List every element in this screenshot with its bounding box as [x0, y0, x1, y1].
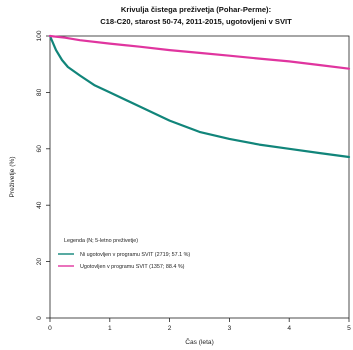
- y-tick-label: 60: [36, 145, 43, 153]
- x-tick-label: 3: [228, 325, 232, 332]
- x-tick-label: 4: [287, 325, 291, 332]
- legend-label-screened: Ugotovljen v programu SVIT (1357; 88.4 %…: [80, 264, 185, 270]
- series-line-screened: [48, 34, 351, 70]
- y-axis: 0 20 40 60 80 100: [36, 30, 50, 320]
- y-tick-label: 0: [36, 316, 43, 320]
- x-tick-label: 5: [347, 325, 351, 332]
- series-layer: [48, 34, 351, 159]
- chart-title-line-2: C18-C20, starost 50-74, 2011-2015, ugoto…: [100, 17, 292, 26]
- x-tick-label: 1: [108, 325, 112, 332]
- plot-area: [49, 35, 350, 319]
- y-tick-label: 20: [36, 258, 43, 266]
- x-tick-label: 2: [168, 325, 172, 332]
- y-axis-label: Preživetje (%): [9, 156, 16, 197]
- y-tick-label: 100: [36, 30, 43, 41]
- y-tick-label: 40: [36, 201, 43, 209]
- chart-title-line-1: Krivulja čistega preživetja (Pohar-Perme…: [121, 5, 271, 14]
- series-line-not-screened: [48, 34, 351, 159]
- legend-label-not-screened: Ni ugotovljen v programu SVIT (2719; 57.…: [80, 252, 190, 258]
- y-tick-label: 80: [36, 88, 43, 96]
- x-tick-label: 0: [48, 325, 52, 332]
- legend-title: Legenda (N; 5-letno preživetje): [64, 238, 138, 244]
- x-axis: 0 1 2 3 4 5: [48, 318, 351, 332]
- x-axis-label: Čas (leta): [185, 337, 214, 346]
- legend: Legenda (N; 5-letno preživetje) Ni ugoto…: [58, 238, 190, 270]
